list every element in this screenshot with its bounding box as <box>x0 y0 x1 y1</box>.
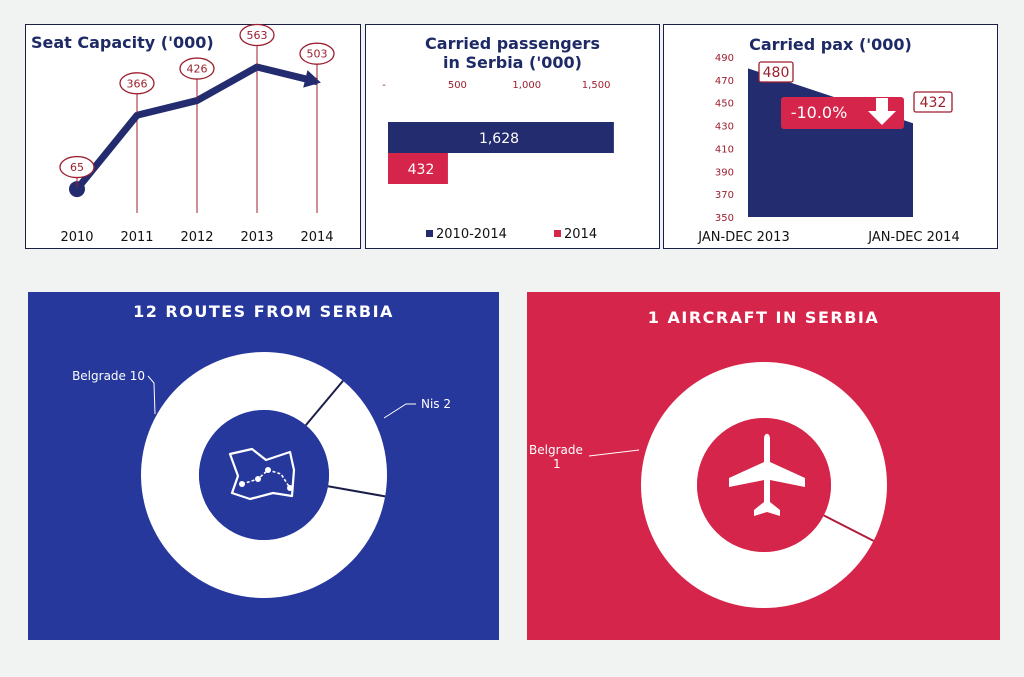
bar-2010-2014 <box>388 122 614 153</box>
x-tick-label: 500 <box>448 80 467 91</box>
leader-line <box>147 375 156 415</box>
data-label-box <box>758 61 794 83</box>
y-tick-label: 370 <box>715 190 734 201</box>
x-tick-label: 2012 <box>180 230 213 245</box>
legend-swatch <box>554 230 561 237</box>
slice-belgrade <box>141 352 386 598</box>
data-label: 503 <box>299 42 335 80</box>
data-label-text: 563 <box>247 29 268 42</box>
routes-donut-chart: Belgrade 10 Nis 2 <box>72 352 451 598</box>
y-tick-label: 450 <box>715 99 734 110</box>
x-tick-label: JAN-DEC 2013 <box>697 230 789 245</box>
carried-passengers-title-line2: in Serbia ('000) <box>443 53 582 72</box>
slice-separator <box>327 485 386 498</box>
data-label-box <box>913 91 953 113</box>
carried-passengers-title-line1: Carried passengers <box>425 34 600 53</box>
slice-separator <box>823 514 875 542</box>
bar-label: 1,628 <box>479 131 519 147</box>
data-label-text: 65 <box>70 161 84 174</box>
y-tick-label: 490 <box>715 53 734 64</box>
change-badge-label: -10.0% <box>791 103 848 122</box>
bar-label: 432 <box>408 162 435 178</box>
x-tick-label: JAN-DEC 2014 <box>867 230 959 245</box>
data-label-text: 366 <box>127 77 148 90</box>
y-tick-label: 390 <box>715 167 734 178</box>
bar-2014 <box>388 153 448 184</box>
data-label: 563 <box>239 23 275 65</box>
seat-capacity-arrowhead <box>303 70 321 88</box>
map-route-icon <box>228 447 296 501</box>
y-tick-label: 350 <box>715 213 734 224</box>
x-tick-label: - <box>382 80 386 91</box>
slice-separator <box>305 380 344 426</box>
aircraft-panel: 1 AIRCRAFT IN SERBIA Belgrade 1 <box>527 292 1000 640</box>
data-label: 432 <box>920 95 947 111</box>
slice-label-belgrade: Belgrade 10 <box>72 369 145 383</box>
slice-label-belgrade: Belgrade <box>529 443 583 457</box>
x-tick-label: 2014 <box>300 230 333 245</box>
change-badge <box>781 97 904 129</box>
carried-pax-area <box>748 68 913 217</box>
legend-swatch <box>426 230 433 237</box>
seat-capacity-line <box>74 63 318 192</box>
seat-capacity-point <box>69 181 85 198</box>
legend-label: 2014 <box>564 227 597 242</box>
slice-label-nis: Nis 2 <box>421 397 451 411</box>
seat-capacity-title: Seat Capacity ('000) <box>31 33 214 52</box>
leader-line <box>383 403 416 419</box>
airplane-icon <box>729 433 805 516</box>
y-tick-label: 410 <box>715 144 734 155</box>
carried-passengers-panel: Carried passengers in Serbia ('000) - 500… <box>365 24 660 249</box>
data-label: 426 <box>179 57 215 99</box>
carried-passengers-title: Carried passengers in Serbia ('000) <box>366 34 659 72</box>
carried-pax-title: Carried pax ('000) <box>749 35 912 54</box>
leader-line <box>588 449 640 457</box>
x-tick-label: 1,500 <box>582 80 611 91</box>
y-tick-label: 470 <box>715 76 734 87</box>
x-tick-label: 2010 <box>60 230 93 245</box>
carried-pax-chart: 490 470 450 430 410 390 370 350 480 432 -10.0% JAN-… <box>697 53 959 245</box>
x-tick-label: 2013 <box>240 230 273 245</box>
routes-panel: 12 ROUTES FROM SERBIA Belgrade 10 Nis 2 <box>28 292 499 640</box>
seat-capacity-chart: 65 366 426 563 503 2010 2011 2012 2013 2014 <box>59 23 335 245</box>
slice-label-count: 1 <box>553 457 561 471</box>
carried-passengers-chart: - 500 1,000 1,500 1,628 432 2010-2014 2014 <box>382 80 614 242</box>
seat-capacity-panel: Seat Capacity ('000) 65 366 426 563 503 2010 2… <box>25 23 361 249</box>
carried-pax-panel: Carried pax ('000) 490 470 450 430 410 390 370… <box>663 24 998 249</box>
data-label-text: 503 <box>307 48 328 61</box>
data-label: 65 <box>59 155 95 188</box>
y-tick-label: 430 <box>715 122 734 133</box>
data-label-text: 426 <box>187 63 208 76</box>
aircraft-title: 1 AIRCRAFT IN SERBIA <box>647 308 880 327</box>
data-label: 366 <box>119 72 155 114</box>
down-arrow-icon <box>868 98 896 125</box>
routes-title: 12 ROUTES FROM SERBIA <box>133 302 394 321</box>
data-label: 480 <box>763 65 790 81</box>
legend-label: 2010-2014 <box>436 227 507 242</box>
donut-center <box>199 410 329 540</box>
x-tick-label: 2011 <box>120 230 153 245</box>
slice-belgrade <box>641 362 887 608</box>
x-tick-label: 1,000 <box>512 80 541 91</box>
slice-nis <box>305 380 387 497</box>
